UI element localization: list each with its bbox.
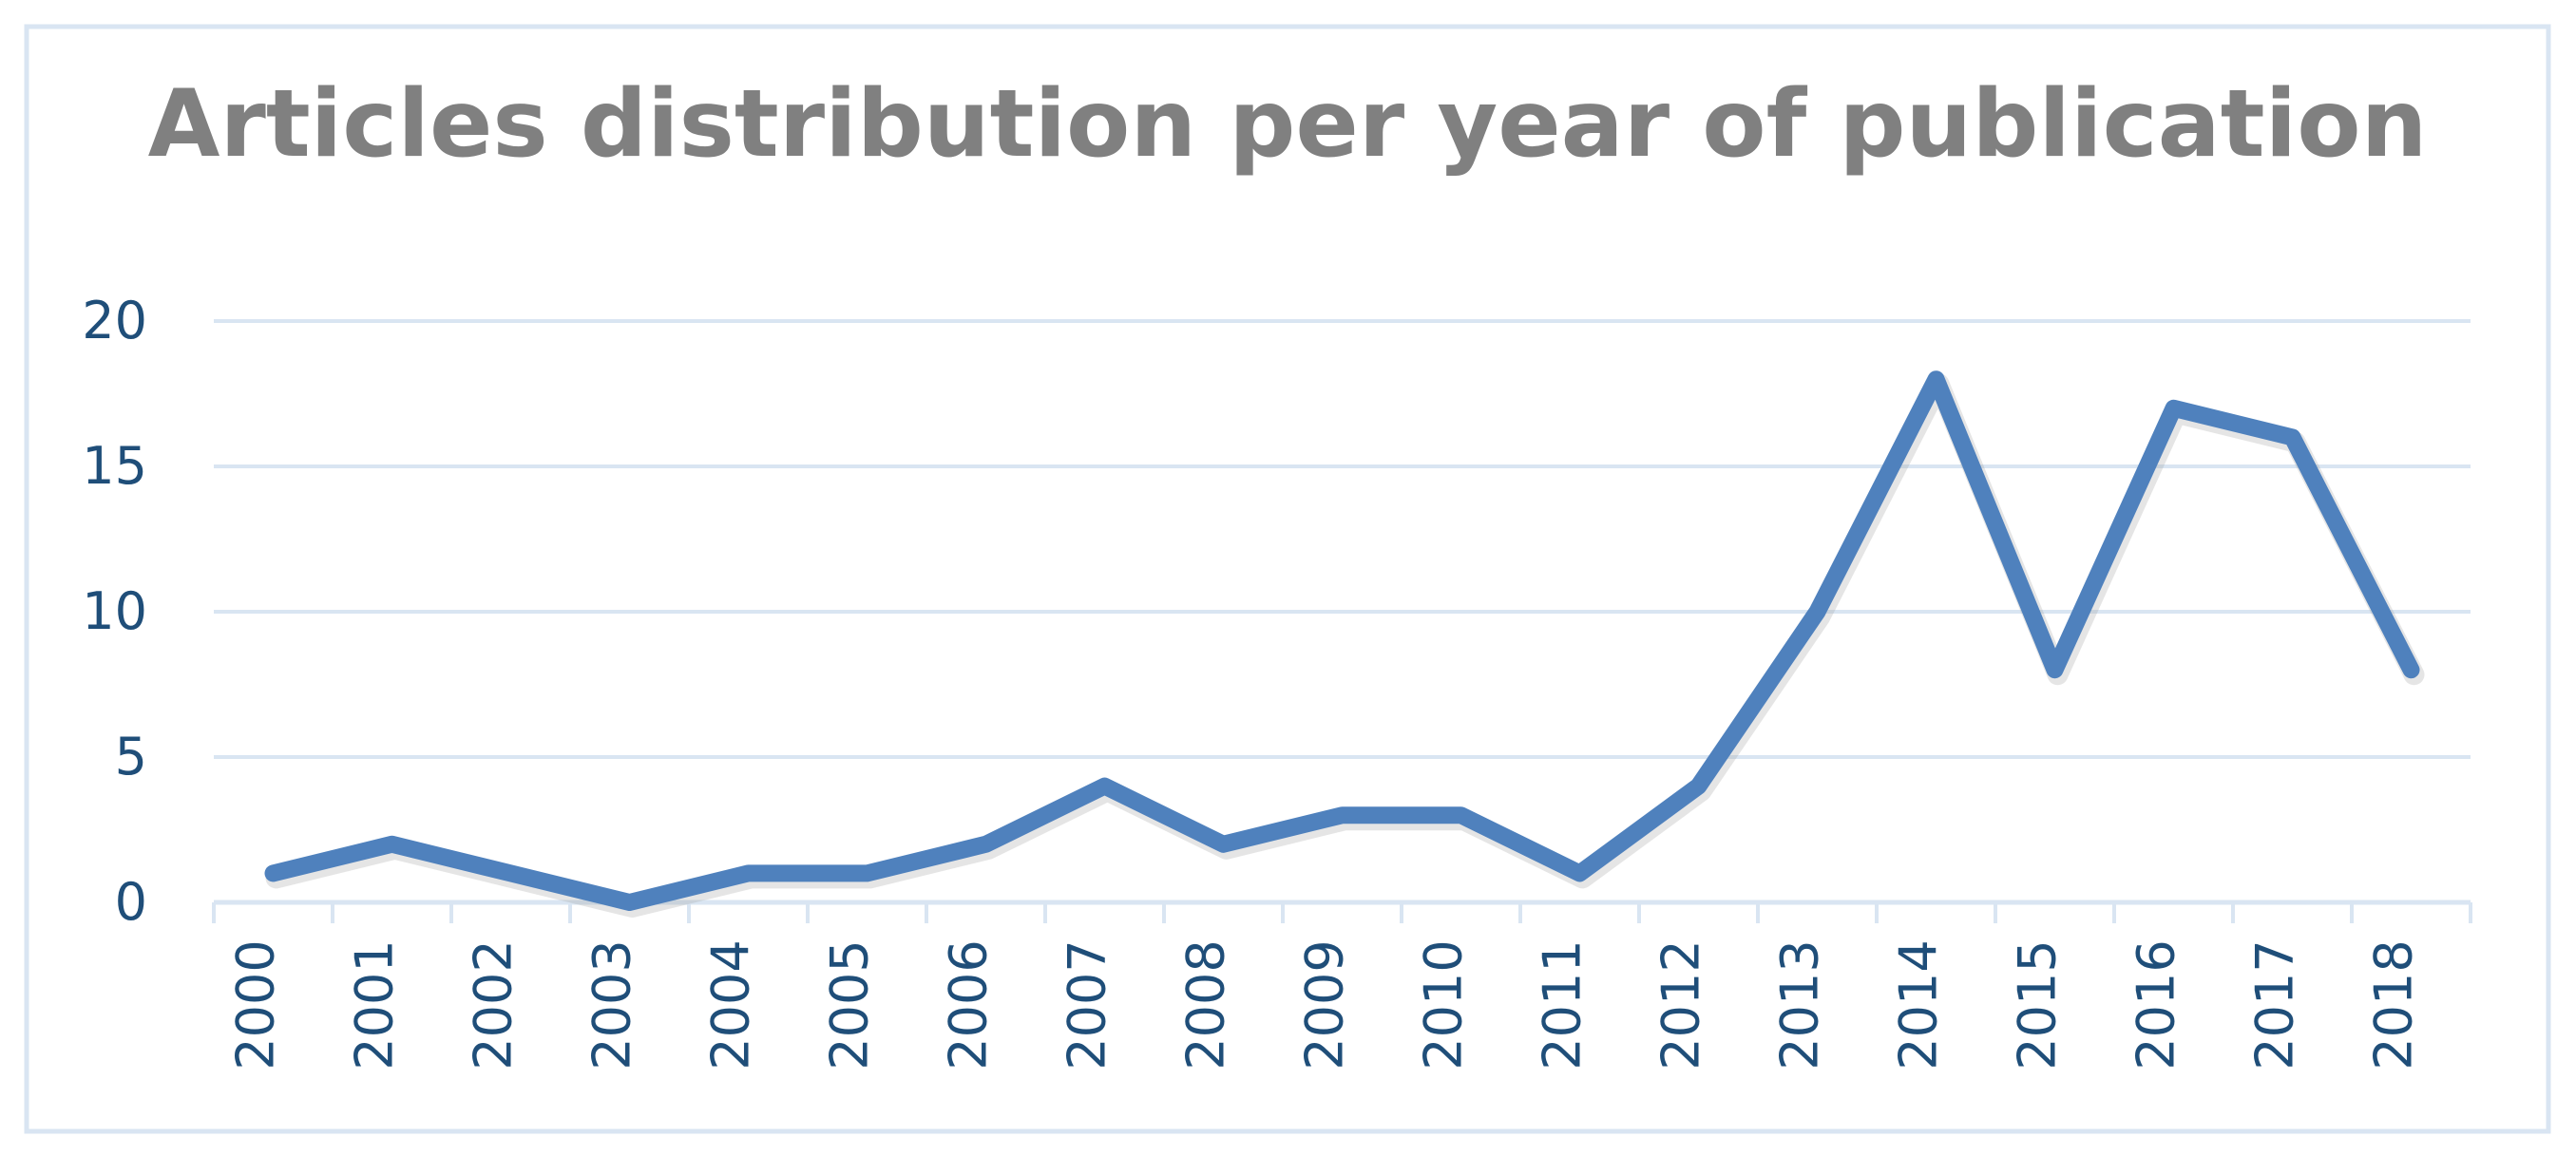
x-tick-label: 2001 xyxy=(345,939,405,1070)
data-point xyxy=(2292,436,2294,438)
series-line xyxy=(264,370,2420,911)
x-tick-label: 2013 xyxy=(1770,939,1830,1070)
x-tick-label: 2017 xyxy=(2245,939,2305,1070)
x-tick-label: 2016 xyxy=(2127,939,2186,1070)
x-tick-label: 2007 xyxy=(1058,939,1117,1070)
data-point xyxy=(510,872,512,874)
data-point xyxy=(2411,669,2413,671)
x-tick-label: 2014 xyxy=(1889,939,1949,1070)
data-point xyxy=(2054,669,2056,671)
x-tick-label: 2005 xyxy=(820,939,880,1070)
x-tick-label: 2012 xyxy=(1651,939,1711,1070)
y-tick-label: 20 xyxy=(82,291,147,351)
x-tick-label: 2006 xyxy=(939,939,999,1070)
axes xyxy=(212,900,2472,923)
data-point xyxy=(1460,814,1462,816)
data-point xyxy=(748,872,750,874)
x-tick-label: 2015 xyxy=(2008,939,2068,1070)
gridlines xyxy=(214,319,2471,759)
data-point xyxy=(391,843,393,845)
data-point xyxy=(985,843,987,845)
data-point xyxy=(867,872,868,874)
y-tick-label: 5 xyxy=(115,727,147,786)
data-point xyxy=(273,872,275,874)
data-point xyxy=(2173,407,2175,409)
x-tick-label: 2018 xyxy=(2364,939,2424,1070)
data-point xyxy=(1698,786,1700,787)
tick-labels: 0 5 10 15 20 2000 2001 2002 2003 2004 2005 2006 2007… xyxy=(82,291,2423,1071)
x-tick-label: 2004 xyxy=(701,939,761,1070)
data-point xyxy=(1342,814,1344,816)
chart-frame xyxy=(24,24,2551,1134)
data-point xyxy=(1223,843,1225,845)
x-tick-label: 2008 xyxy=(1176,939,1236,1070)
data-point xyxy=(1817,611,1819,613)
x-tick-label: 2010 xyxy=(1414,939,1474,1070)
data-point xyxy=(629,901,631,903)
x-tick-label: 2002 xyxy=(464,939,524,1070)
x-tick-label: 2000 xyxy=(226,939,286,1070)
chart-title: Articles distribution per year of public… xyxy=(148,70,2428,179)
data-point xyxy=(1579,872,1581,874)
x-tick-label: 2003 xyxy=(582,939,642,1070)
y-tick-label: 15 xyxy=(82,436,147,496)
y-tick-label: 10 xyxy=(82,581,147,641)
data-point xyxy=(1936,378,1937,380)
x-tick-label: 2011 xyxy=(1533,939,1593,1070)
data-point xyxy=(1104,786,1106,787)
x-tick-label: 2009 xyxy=(1295,939,1355,1070)
series-group xyxy=(264,370,2425,918)
y-tick-label: 0 xyxy=(115,872,147,932)
